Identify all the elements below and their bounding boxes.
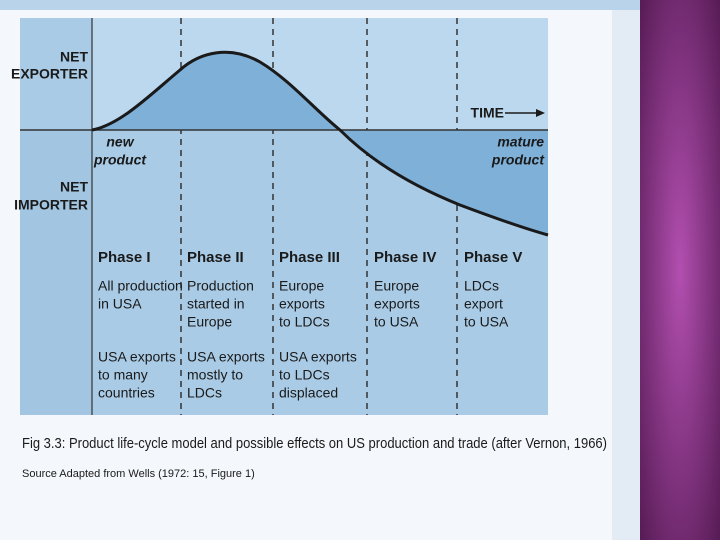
phase-production: Europe — [279, 278, 324, 294]
trade-curve — [91, 50, 549, 237]
phase-name: Phase III — [279, 249, 340, 266]
phase-production: export — [464, 296, 503, 312]
time-label: TIME — [471, 105, 504, 121]
mature-product-label: mature — [497, 134, 544, 150]
phase-effects: mostly to — [187, 367, 243, 383]
phase-effects: USA exports — [98, 349, 176, 365]
new-product-label: product — [93, 152, 147, 168]
caption: Fig 3.3: Product life-cycle model and po… — [22, 435, 607, 452]
phase-name: Phase IV — [374, 249, 437, 266]
phase-production: started in — [187, 296, 245, 312]
phase-effects: LDCs — [187, 385, 222, 401]
phase-production: to USA — [464, 314, 509, 330]
mature-product-label: product — [491, 152, 545, 168]
phase-effects: to LDCs — [279, 367, 330, 383]
phase-name: Phase I — [98, 249, 151, 266]
time-arrowhead — [536, 109, 545, 117]
phase-production: Europe — [187, 314, 232, 330]
page-edge — [0, 0, 640, 10]
phase-name: Phase II — [187, 249, 244, 266]
phase-production: to LDCs — [279, 314, 330, 330]
phase-production: exports — [279, 296, 325, 312]
importer-label: NET — [60, 179, 88, 195]
source: Source Adapted from Wells (1972: 15, Fig… — [22, 468, 255, 480]
phase-production: All production — [98, 278, 183, 294]
label-column — [20, 18, 92, 415]
side-band — [640, 0, 720, 540]
exporter-label: NET — [60, 49, 88, 65]
trade-area — [92, 52, 548, 235]
phase-production: to USA — [374, 314, 419, 330]
phase-production: exports — [374, 296, 420, 312]
new-product-label: new — [106, 134, 134, 150]
page-edge — [612, 10, 640, 540]
phase-production: in USA — [98, 296, 142, 312]
phase-effects: USA exports — [279, 349, 357, 365]
phase-production: LDCs — [464, 278, 499, 294]
phase-production: Europe — [374, 278, 419, 294]
phase-effects: USA exports — [187, 349, 265, 365]
phase-name: Phase V — [464, 249, 522, 266]
phase-effects: displaced — [279, 385, 338, 401]
importer-label: IMPORTER — [14, 197, 88, 213]
exporter-label: EXPORTER — [11, 66, 88, 82]
phase-production: Production — [187, 278, 254, 294]
phase-effects: to many — [98, 367, 148, 383]
phase-effects: countries — [98, 385, 155, 401]
labels: NETEXPORTERNETIMPORTERnewproductmaturepr… — [11, 49, 545, 401]
